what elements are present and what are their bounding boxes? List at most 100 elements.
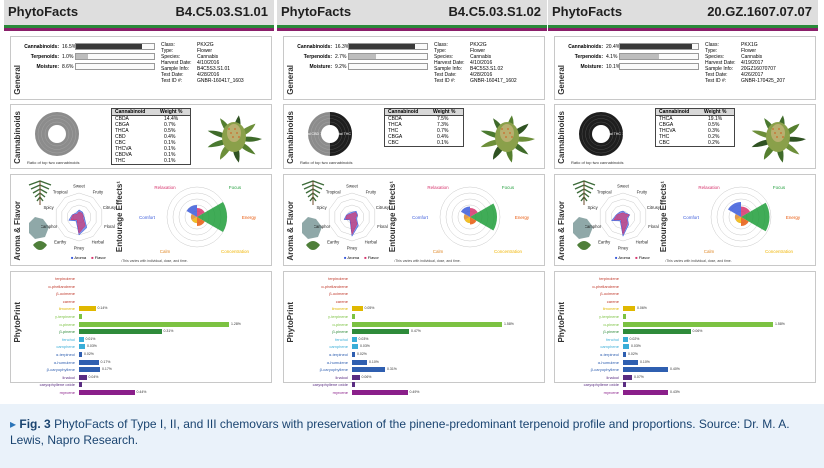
phytoprint-section: PhytoPrint terpinolene α-phellandrene β-oci… (10, 271, 272, 395)
effect-sector (464, 217, 470, 223)
cannabinoid-name: CBGA (388, 134, 403, 140)
terpene-value: 0.17% (102, 367, 112, 372)
terpene-name: α-humulene (53, 359, 75, 365)
pistil-dot (505, 136, 507, 138)
pistil-dot (782, 136, 784, 138)
donut-hole (48, 125, 66, 143)
terpene-name: α-terpineol (600, 351, 619, 357)
terpene-value: 0.07% (634, 374, 644, 379)
legend-swatch-icon: ■ (90, 255, 95, 260)
terpene-bar (79, 321, 229, 327)
green-stripe (4, 25, 274, 28)
aroma-image (298, 179, 328, 259)
donut-container: Total THC 19.9 (571, 109, 631, 159)
radar-axis-label: Fruity (637, 189, 648, 194)
info-key: Type: (434, 48, 447, 54)
info-row: Test ID #: GNBR-170425_207 (705, 78, 815, 84)
cannabinoid-ratio-donut: Total THC 19.9 (579, 112, 629, 156)
cannabinoid-table: Cannabinoid Weight % CBDA 14.4% CBGA 0.7% THCA… (111, 108, 191, 165)
radar-axis-label: Earthy (327, 240, 340, 245)
pistil-dot (511, 136, 513, 138)
effect-sector (464, 214, 470, 220)
terpene-bar (352, 329, 409, 335)
terpene-name: α-phellandrene (48, 283, 75, 289)
effect-label: Concentration (494, 249, 523, 254)
terpene-name: β-caryophyllene (319, 367, 348, 373)
table-row: CBGA 0.7% (112, 122, 190, 128)
terpene-bar (352, 344, 358, 350)
terpene-row: myrcene 0.43% (565, 389, 815, 397)
terpene-value: 0.40% (670, 367, 680, 372)
terpene-value: 0.03% (87, 344, 97, 349)
terpene-value: 0.43% (670, 389, 680, 394)
cannabinoid-name: THCA (388, 122, 402, 128)
info-value: GNBR-160417_1602 (470, 78, 517, 84)
aroma-image (25, 179, 55, 259)
moisture-value: 10.1% (606, 64, 621, 70)
terpene-row: limonene 0.05% (294, 305, 544, 313)
table-row: CBGA 0.5% (656, 122, 734, 128)
terpene-name: β-caryophyllene (46, 367, 75, 373)
info-row: Test ID #: GNBR-160417_1603 (161, 78, 271, 84)
terpene-name: linalool (335, 374, 348, 380)
terpene-row: β-caryophyllene 0.31% (294, 366, 544, 374)
info-key: Sample Info: (161, 66, 190, 72)
caption-marker: ▸ (10, 417, 17, 431)
info-key: Test ID #: (161, 78, 183, 84)
terpene-row: α-phellandrene (21, 283, 271, 291)
effect-label: Comfort (139, 215, 156, 220)
info-row: Harvest Date: 4/19/2017 (705, 60, 815, 66)
terpene-name: myrcene (603, 389, 619, 395)
donut-texture-ring (581, 114, 621, 154)
terpene-value: 1.58% (504, 321, 514, 326)
info-value: GNBR-170425_207 (741, 78, 785, 84)
plant-photo (474, 107, 540, 167)
legend-swatch-icon: ■ (344, 255, 348, 260)
donut-container: Total CBD 7.5 Total THC 7.1 (300, 109, 360, 159)
section-label: General (286, 65, 295, 95)
info-key: Class: (161, 42, 175, 48)
info-key: Sample Info: (434, 66, 463, 72)
radar-axis-label: Spicy (587, 205, 598, 210)
donut-texture-ring (588, 121, 614, 147)
effect-sector (197, 202, 227, 232)
cannabis-flower-photo (745, 107, 811, 167)
donut-left-label: Total CBD 7.5 (303, 132, 325, 136)
camphor-crystal-icon (302, 217, 322, 239)
pistil-dot (501, 128, 503, 130)
cannabinoid-weight: 7.3% (437, 122, 449, 128)
donut-texture-ring (44, 121, 70, 147)
info-value: 20GZ16070707 (741, 66, 776, 72)
terpene-bar (352, 313, 355, 319)
terpene-name: β-pinene (332, 329, 348, 335)
terpene-value: 0.05% (364, 306, 375, 311)
effect-sector (741, 202, 770, 232)
cannabinoid-ratio-donut: Total CBD 7.5 Total THC 7.1 (303, 112, 357, 156)
legend-swatch-icon: ■ (634, 255, 639, 260)
info-key: Test Date: (705, 72, 728, 78)
info-value: 4/10/2016 (470, 60, 493, 66)
terpene-value: 0.03% (631, 344, 641, 349)
legend-flavor: Flavor (94, 255, 106, 260)
effect-label: Relaxation (698, 185, 720, 190)
section-label: Cannabinoids (557, 111, 566, 164)
effect-sector (728, 202, 741, 217)
info-value: 4/10/2016 (197, 60, 220, 66)
cannabinoid-name: THCA (659, 116, 673, 122)
aroma-radar-chart: Sweet Fruity Citrusy Floral Herbal Piney Earth… (313, 184, 390, 251)
terpene-row: myrcene 0.49% (294, 389, 544, 397)
aroma-section: Aroma & Flavor Entourage Effects¹ Sweet Fru… (10, 174, 272, 266)
pistil-dot (236, 132, 238, 134)
moisture-label: Moisture: (36, 64, 60, 70)
effect-label: Relaxation (427, 185, 449, 190)
cannabinoid-weight: 0.2% (708, 140, 720, 146)
column-header: Cannabinoid (659, 109, 690, 115)
radar-axis-label: Fruity (93, 189, 104, 194)
section-label: Cannabinoids (286, 111, 295, 164)
cannabinoid-table: Cannabinoid Weight % THCA 19.1% CBGA 0.5% THCV… (655, 108, 735, 147)
cannabinoid-table: Cannabinoid Weight % CBDA 7.5% THCA 7.3% THC 0.… (384, 108, 464, 147)
table-row: CBC 0.1% (385, 140, 463, 146)
info-row: Type: Flower (705, 48, 815, 54)
terpene-row: linalool 0.06% (294, 374, 544, 382)
caption-text: PhytoFacts of Type I, II, and III chemov… (10, 417, 790, 447)
